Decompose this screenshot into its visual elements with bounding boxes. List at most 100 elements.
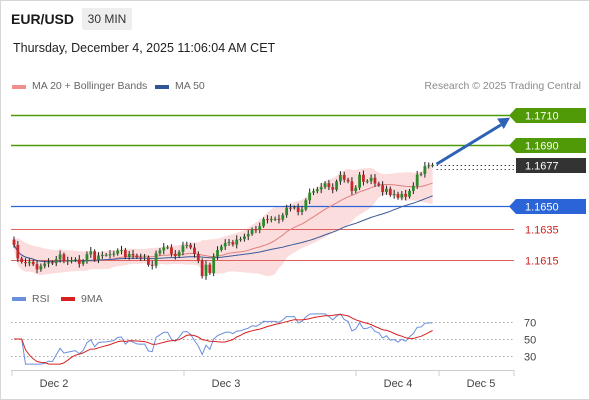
candle-down (24, 261, 27, 264)
candle-up (219, 246, 223, 250)
candle-up (250, 229, 254, 235)
candle-up (315, 189, 319, 192)
candle-up (246, 234, 250, 237)
candle-down (196, 253, 200, 261)
candle-up (216, 249, 219, 257)
candle-down (373, 177, 377, 184)
candle-down (296, 207, 300, 213)
candle-up (335, 181, 338, 190)
credit-text: Research © 2025 Trading Central (424, 80, 581, 92)
candle-up (239, 239, 242, 241)
target-tag-1.1690 (516, 138, 586, 153)
candle-up (304, 200, 308, 210)
rsi-ma-legend-label: 9MA (81, 293, 103, 305)
support-label-1.1635: 1.1635 (525, 225, 559, 237)
target-tag-pointer-1.1710 (509, 108, 516, 123)
candle-up (185, 244, 189, 246)
candle-up (227, 242, 231, 244)
target-label-1.1710: 1.1710 (525, 111, 559, 123)
rsi-ma-legend-swatch (61, 297, 75, 301)
candle-up (273, 218, 277, 220)
candle-down (147, 257, 150, 265)
target-tag-1.1710 (516, 108, 586, 123)
candle-down (20, 258, 24, 262)
ma50-legend-swatch (155, 85, 169, 89)
candle-up (97, 255, 100, 260)
candle-up (27, 261, 31, 264)
timestamp: Thursday, December 4, 2025 11:06:04 AM C… (13, 41, 276, 55)
pivot-tag (516, 199, 586, 214)
pivot-label: 1.1650 (525, 202, 559, 214)
candle-down (135, 255, 139, 258)
candle-up (112, 253, 116, 255)
candle-up (120, 250, 123, 252)
candle-up (154, 253, 158, 266)
bollinger-band-area (14, 162, 433, 276)
candle-up (427, 165, 431, 167)
candle-up (392, 194, 396, 196)
ma50-line (13, 195, 433, 263)
current-price-label: 1.1677 (525, 161, 559, 173)
candle-down (208, 264, 212, 274)
ma20-legend-label: MA 20 + Bollinger Bands (32, 80, 148, 92)
candle-down (254, 229, 258, 231)
candle-down (193, 247, 196, 254)
candle-up (269, 219, 273, 221)
candle-down (150, 264, 154, 266)
pivot-tag-pointer (509, 199, 516, 214)
time-label-1: Dec 3 (212, 378, 241, 390)
candle-down (362, 174, 365, 182)
candle-up (204, 264, 208, 277)
timeframe-button[interactable]: 30 MIN (82, 8, 132, 30)
candle-up (177, 251, 181, 257)
candle-up (43, 263, 47, 267)
candle-down (277, 218, 281, 220)
candle-down (31, 261, 35, 265)
candle-up (281, 215, 285, 220)
candle-up (262, 219, 265, 227)
candle-up (116, 250, 120, 254)
rsi-line (14, 313, 433, 365)
candle-down (388, 188, 392, 195)
candle-down (35, 264, 39, 270)
moving-averages (13, 182, 433, 263)
rsi-ma-line (14, 313, 433, 365)
candle-down (51, 262, 54, 264)
time-label-2: Dec 4 (384, 378, 413, 390)
candle-up (47, 262, 50, 264)
candles (12, 161, 434, 280)
candle-up (308, 192, 312, 201)
candle-up (358, 174, 361, 188)
time-label-0: Dec 2 (40, 378, 69, 390)
rsi-tick-70: 70 (524, 318, 536, 330)
candle-up (243, 236, 246, 240)
candle-down (62, 254, 66, 262)
projection-arrow (435, 117, 511, 166)
candle-down (173, 253, 177, 257)
projection-arrow-shaft (435, 123, 502, 166)
candle-down (327, 183, 331, 188)
candle-up (411, 185, 415, 191)
candle-up (108, 254, 112, 256)
candle-up (312, 191, 315, 193)
target-tag-pointer-1.1690 (509, 138, 516, 153)
candle-up (66, 260, 70, 262)
candle-up (423, 166, 427, 174)
candle-up (162, 247, 166, 251)
candle-up (158, 250, 162, 254)
candle-down (12, 239, 16, 245)
candle-up (85, 254, 89, 262)
candle-down (342, 175, 346, 180)
candle-up (369, 177, 373, 182)
rsi-legend-swatch (12, 297, 26, 301)
candle-up (419, 173, 423, 175)
candle-down (170, 247, 173, 254)
candle-down (331, 187, 335, 190)
bollinger-band (14, 162, 433, 276)
candle-up (100, 254, 104, 256)
rsi-legend-label: RSI (32, 293, 50, 305)
candle-up (319, 187, 323, 190)
candle-down (189, 244, 193, 248)
rsi-tick-50: 50 (524, 335, 536, 347)
candle-up (212, 256, 216, 274)
